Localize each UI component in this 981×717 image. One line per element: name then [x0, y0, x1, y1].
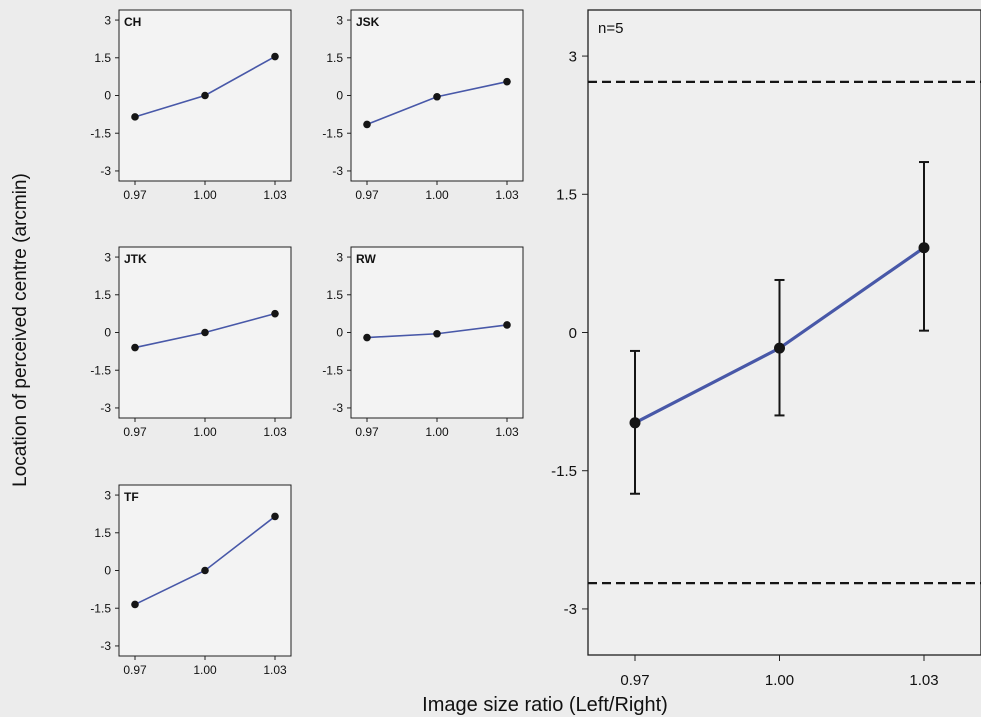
panel-label: n=5 — [598, 20, 623, 37]
data-point — [363, 333, 371, 342]
x-axis-label: Image size ratio (Left/Right) — [422, 694, 668, 716]
y-tick-label: 1.5 — [94, 51, 111, 65]
data-point — [774, 342, 785, 354]
y-tick-label: -3 — [332, 401, 343, 415]
x-tick-label: 1.03 — [263, 663, 287, 677]
x-tick-label: 1.00 — [193, 663, 217, 677]
y-tick-label: -3 — [100, 401, 111, 415]
x-tick-label: 1.00 — [425, 188, 449, 202]
y-tick-label: 3 — [336, 13, 343, 27]
y-tick-label: 0 — [104, 89, 111, 103]
panel-label: RW — [356, 252, 376, 266]
panel-ch: 3 1.5 0 -1.5 -3 0.97 1.00 1.03 CH — [90, 9, 292, 202]
data-point — [201, 566, 209, 575]
data-point — [271, 52, 279, 61]
y-tick-label: 1.5 — [94, 526, 111, 540]
y-tick-label: 1.5 — [326, 288, 343, 302]
x-tick-label: 1.00 — [425, 425, 449, 439]
y-tick-label: 3 — [104, 250, 111, 264]
data-point — [131, 113, 139, 121]
data-point — [433, 329, 441, 338]
y-tick-label: 3 — [104, 13, 111, 27]
panel-rw: 3 1.5 0 -1.5 -3 0.97 1.00 1.03 RW — [322, 246, 524, 439]
y-tick-label: 3 — [336, 250, 343, 264]
data-point — [201, 328, 209, 337]
y-tick-label: -3 — [100, 639, 111, 653]
x-tick-label: 0.97 — [123, 425, 147, 439]
data-point — [629, 417, 641, 429]
panel-label: CH — [124, 15, 141, 29]
panel-label: JTK — [124, 252, 147, 266]
y-tick-label: 0 — [104, 564, 111, 578]
y-tick-label: 1.5 — [326, 51, 343, 65]
panels: 3 1.5 0 -1.5 -3 0.97 1.00 1.03 CH 3 1.5 0 -1.5 -3 0.97… — [90, 9, 981, 689]
y-tick-label: -1.5 — [322, 126, 343, 140]
data-point — [201, 91, 209, 100]
panel-tf: 3 1.5 0 -1.5 -3 0.97 1.00 1.03 TF — [90, 484, 292, 677]
y-tick-label: 0 — [104, 326, 111, 340]
x-tick-label: 1.00 — [193, 188, 217, 202]
panel-mean: 3 1.5 0 -1.5 -3 0.97 1.00 1.03 n=5 — [551, 9, 981, 689]
data-point — [271, 512, 279, 521]
panel-label: JSK — [356, 15, 380, 29]
x-tick-label: 0.97 — [355, 188, 379, 202]
y-tick-label: -1.5 — [90, 363, 111, 377]
y-tick-label: 0 — [336, 326, 343, 340]
data-point — [503, 321, 511, 329]
y-tick-label: 1.5 — [556, 187, 577, 204]
y-tick-label: -3 — [100, 164, 111, 178]
x-tick-label: 0.97 — [123, 663, 147, 677]
y-tick-label: 1.5 — [94, 288, 111, 302]
data-point — [503, 77, 511, 86]
x-tick-label: 1.03 — [263, 188, 287, 202]
y-tick-label: -1.5 — [551, 463, 577, 480]
x-tick-label: 1.00 — [765, 672, 794, 689]
x-tick-label: 0.97 — [355, 425, 379, 439]
data-point — [433, 92, 441, 101]
y-tick-label: -1.5 — [90, 601, 111, 615]
y-tick-label: -3 — [564, 601, 577, 618]
x-tick-label: 1.03 — [909, 672, 938, 689]
y-tick-label: -1.5 — [322, 363, 343, 377]
panel-jsk: 3 1.5 0 -1.5 -3 0.97 1.00 1.03 JSK — [322, 9, 524, 202]
data-point — [363, 120, 371, 129]
x-tick-label: 1.03 — [495, 425, 519, 439]
data-point — [131, 343, 139, 352]
x-tick-label: 1.00 — [193, 425, 217, 439]
x-tick-label: 0.97 — [620, 672, 649, 689]
y-axis-label: Location of perceived centre (arcmin) — [10, 173, 31, 487]
data-point — [271, 309, 279, 318]
panel-label: TF — [124, 490, 139, 504]
y-tick-label: -3 — [332, 164, 343, 178]
panel-jtk: 3 1.5 0 -1.5 -3 0.97 1.00 1.03 JTK — [90, 246, 292, 439]
y-tick-label: 0 — [336, 89, 343, 103]
y-tick-label: 3 — [104, 488, 111, 502]
plot-frame — [587, 9, 981, 656]
y-tick-label: 0 — [569, 325, 577, 342]
y-tick-label: -1.5 — [90, 126, 111, 140]
x-tick-label: 1.03 — [495, 188, 519, 202]
x-tick-label: 1.03 — [263, 425, 287, 439]
x-tick-label: 0.97 — [123, 188, 147, 202]
y-tick-label: 3 — [569, 48, 577, 65]
data-point — [131, 600, 139, 609]
data-point — [918, 242, 930, 254]
